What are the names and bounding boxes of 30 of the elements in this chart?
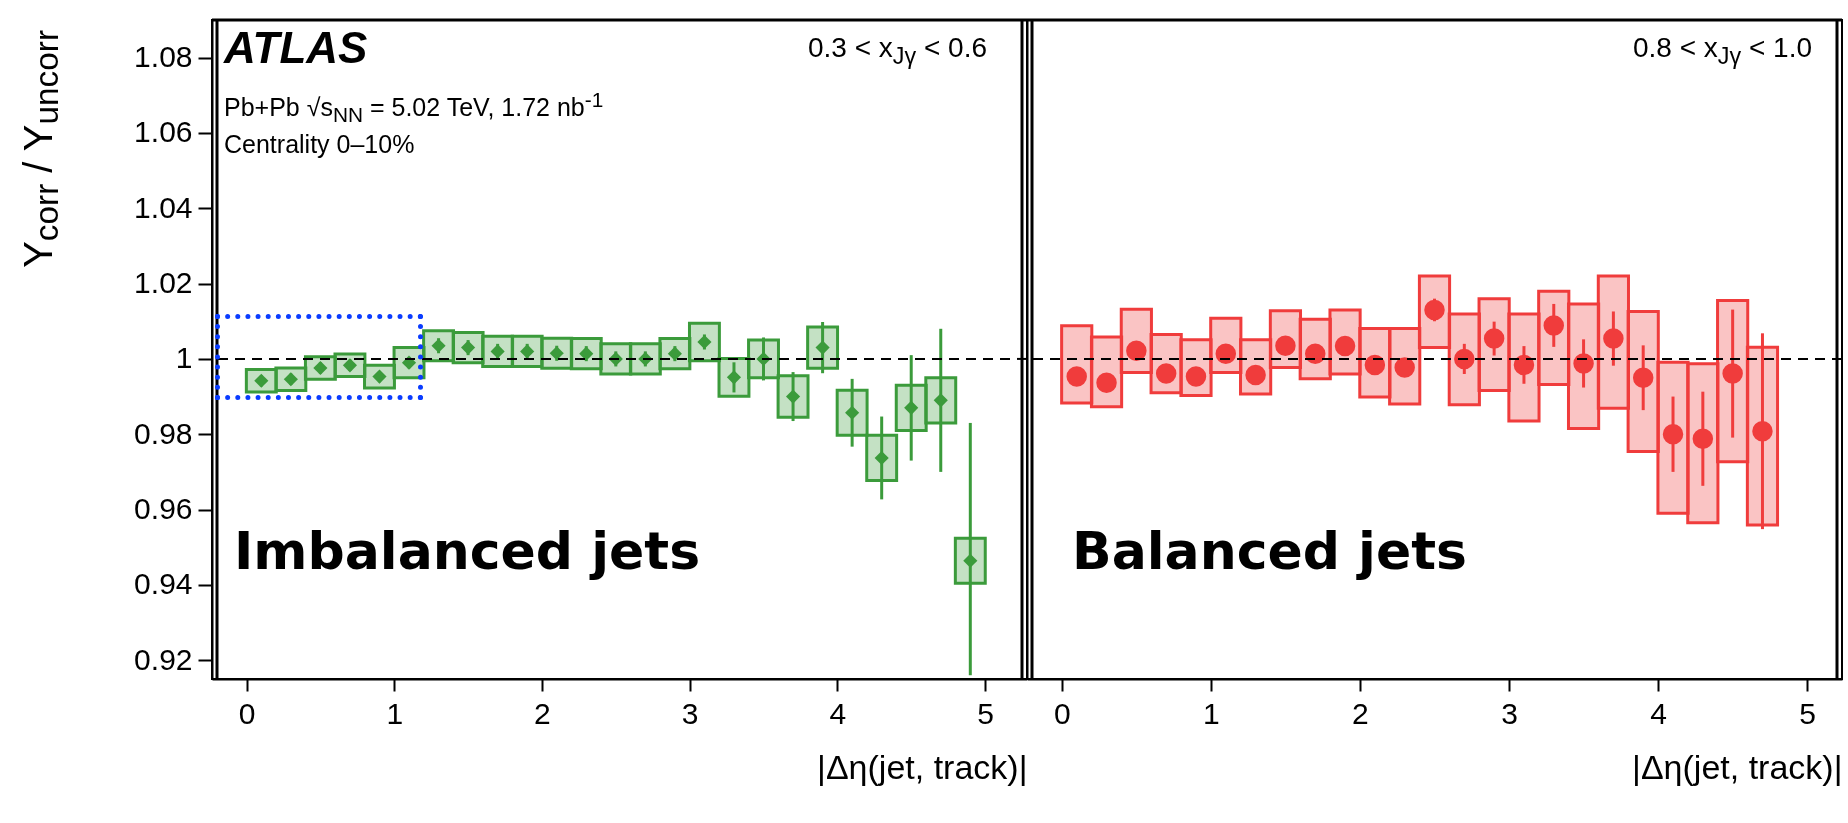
x-tick-label: 3 — [1501, 696, 1518, 730]
x-tick-label: 3 — [681, 696, 699, 730]
x-axis-title: |Δη(jet, track)| — [817, 747, 1028, 786]
annotation: Balanced jets — [1072, 521, 1467, 581]
annotation: Pb+Pb √s$_{NN}$ = 5.02 TeV, 1.72 nb$^{-1}$ — [224, 88, 604, 127]
x-tick-label: 4 — [829, 696, 847, 730]
x-tick-label: 2 — [1352, 696, 1369, 730]
x-tick-label: 5 — [977, 696, 994, 730]
y-tick-label: 1.08 — [134, 40, 193, 74]
annotation: Imbalanced jets — [234, 521, 701, 581]
x-tick-label: 2 — [534, 696, 551, 730]
x-axis-title: |Δη(jet, track)| — [1632, 747, 1843, 786]
y-tick-label: 0.92 — [134, 642, 193, 676]
x-tick-label: 0 — [1053, 696, 1071, 730]
annotation: ATLAS — [224, 23, 368, 72]
x-tick-label: 0 — [238, 696, 256, 730]
y-tick-label: 1 — [175, 341, 193, 375]
x-tick-label: 5 — [1799, 696, 1817, 730]
y-tick-label: 1.06 — [134, 115, 193, 149]
x-tick-label: 1 — [1203, 696, 1220, 730]
y-tick-label: 0.98 — [134, 416, 193, 450]
y-tick-label: 1.02 — [134, 266, 193, 300]
annotation: 0.3 < x$_{Jγ}$ < 0.6 — [807, 32, 987, 69]
y-tick-label: 0.96 — [134, 492, 193, 526]
y-tick-label: 1.04 — [134, 190, 193, 224]
annotation: Centrality 0–10% — [224, 130, 415, 158]
x-tick-label: 1 — [386, 696, 404, 730]
annotation: 0.8 < x$_{Jγ}$ < 1.0 — [1632, 32, 1812, 69]
y-tick-label: 0.94 — [134, 567, 193, 601]
x-tick-label: 4 — [1650, 696, 1667, 730]
